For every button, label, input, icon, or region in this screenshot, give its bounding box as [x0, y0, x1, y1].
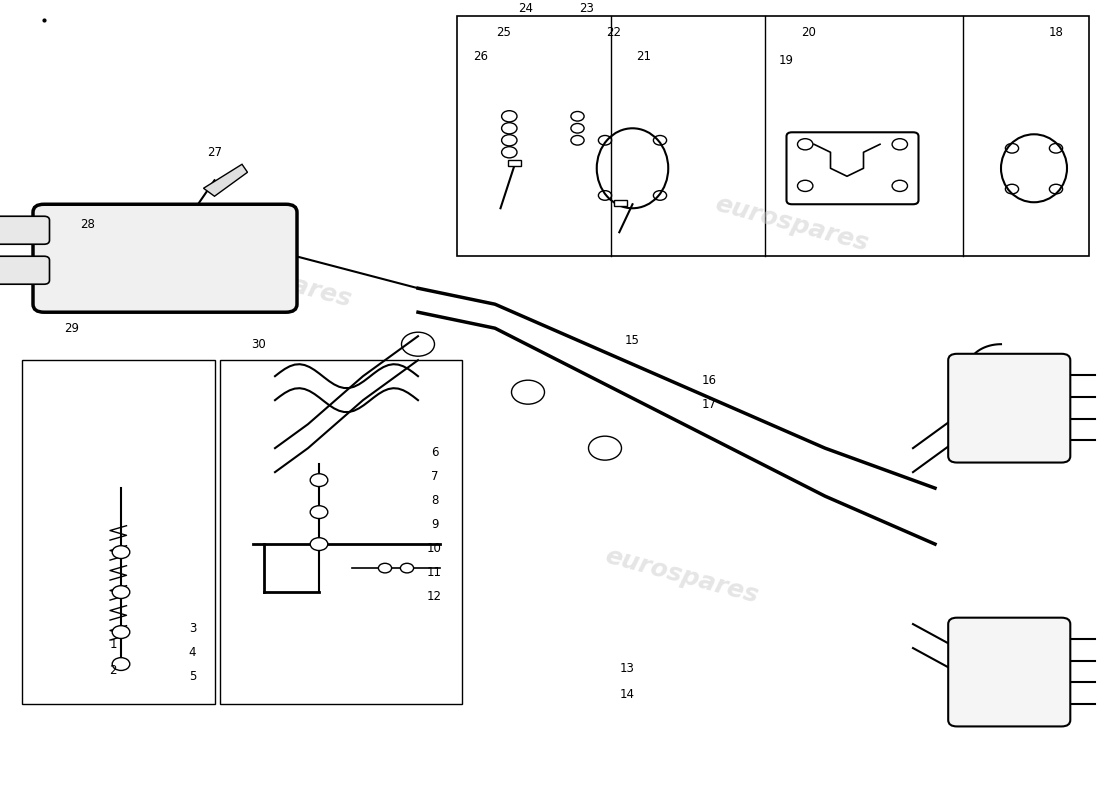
Circle shape — [112, 586, 130, 598]
Circle shape — [378, 563, 392, 573]
Text: 10: 10 — [427, 542, 442, 554]
Text: 3: 3 — [189, 622, 196, 634]
Text: 7: 7 — [431, 470, 438, 482]
Text: 1: 1 — [110, 638, 117, 650]
Circle shape — [112, 626, 130, 638]
Text: 2: 2 — [110, 664, 117, 677]
Text: 14: 14 — [619, 688, 635, 701]
Text: 21: 21 — [636, 50, 651, 63]
Circle shape — [310, 506, 328, 518]
Text: eurospares: eurospares — [713, 192, 871, 256]
Text: 22: 22 — [606, 26, 621, 39]
Circle shape — [310, 474, 328, 486]
Text: 23: 23 — [579, 2, 594, 15]
Circle shape — [112, 546, 130, 558]
Text: 15: 15 — [625, 334, 640, 346]
FancyBboxPatch shape — [948, 354, 1070, 462]
Text: 13: 13 — [619, 662, 635, 674]
FancyBboxPatch shape — [33, 204, 297, 312]
Polygon shape — [204, 164, 248, 196]
Text: 18: 18 — [1048, 26, 1064, 39]
FancyBboxPatch shape — [0, 216, 50, 244]
Text: eurospares: eurospares — [603, 544, 761, 608]
Text: 11: 11 — [427, 566, 442, 578]
Polygon shape — [614, 200, 627, 206]
Text: 4: 4 — [189, 646, 196, 658]
Text: 12: 12 — [427, 590, 442, 602]
Text: 27: 27 — [207, 146, 222, 158]
Text: 29: 29 — [64, 322, 79, 334]
Circle shape — [400, 563, 414, 573]
Text: 25: 25 — [496, 26, 512, 39]
Circle shape — [112, 658, 130, 670]
Polygon shape — [508, 160, 521, 166]
Text: eurospares: eurospares — [196, 248, 354, 312]
Text: 9: 9 — [431, 518, 438, 530]
Text: 28: 28 — [80, 218, 96, 230]
Text: 30: 30 — [251, 338, 266, 350]
FancyBboxPatch shape — [0, 256, 50, 284]
Text: 8: 8 — [431, 494, 438, 506]
Text: 17: 17 — [702, 398, 717, 410]
Text: 19: 19 — [779, 54, 794, 67]
Text: 6: 6 — [431, 446, 438, 458]
Text: 16: 16 — [702, 374, 717, 386]
FancyBboxPatch shape — [948, 618, 1070, 726]
Text: 20: 20 — [801, 26, 816, 39]
Text: 5: 5 — [189, 670, 196, 682]
Text: 26: 26 — [473, 50, 488, 63]
Text: 24: 24 — [518, 2, 534, 15]
Circle shape — [310, 538, 328, 550]
